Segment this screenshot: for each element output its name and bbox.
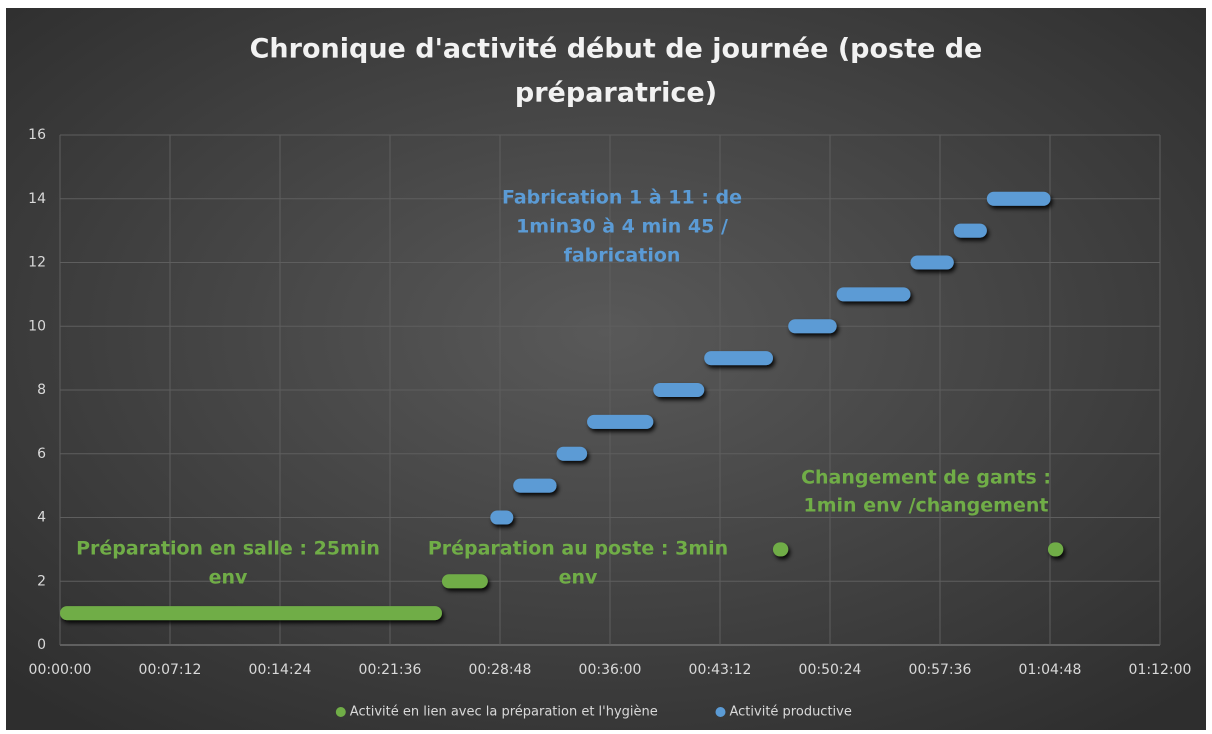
y-tick-label: 14 bbox=[28, 191, 46, 207]
annotation: fabrication bbox=[564, 245, 681, 267]
bar bbox=[1047, 542, 1064, 557]
bar bbox=[788, 319, 837, 334]
annotation: Fabrication 1 à 11 : de bbox=[502, 187, 742, 209]
annotation: 1min env /changement bbox=[804, 495, 1049, 517]
chart-title: préparatrice) bbox=[515, 78, 717, 109]
background bbox=[6, 8, 1206, 730]
y-tick-label: 8 bbox=[37, 382, 46, 398]
bar bbox=[653, 383, 705, 397]
bar bbox=[704, 351, 773, 366]
x-tick-label: 00:28:48 bbox=[469, 662, 532, 678]
x-tick-label: 00:36:00 bbox=[579, 662, 642, 678]
x-tick-label: 00:43:12 bbox=[689, 662, 752, 678]
chart-title: Chronique d'activité début de journée (p… bbox=[250, 34, 983, 65]
bar bbox=[910, 255, 954, 270]
bar bbox=[587, 414, 654, 429]
bar bbox=[556, 446, 588, 461]
y-tick-label: 4 bbox=[37, 510, 46, 526]
x-tick-label: 00:00:00 bbox=[29, 662, 92, 678]
y-tick-label: 12 bbox=[28, 255, 46, 271]
x-tick-label: 00:14:24 bbox=[249, 662, 312, 678]
y-tick-label: 0 bbox=[37, 637, 46, 653]
x-tick-label: 00:57:36 bbox=[909, 662, 972, 678]
x-tick-label: 00:21:36 bbox=[359, 662, 422, 678]
annotation: Préparation en salle : 25min bbox=[76, 538, 380, 560]
bar bbox=[836, 287, 911, 302]
legend-label: Activité en lien avec la préparation et … bbox=[350, 705, 658, 720]
annotation: 1min30 à 4 min 45 / bbox=[516, 216, 728, 238]
legend-label: Activité productive bbox=[730, 705, 852, 720]
y-tick-label: 2 bbox=[37, 573, 46, 589]
annotation: Préparation au poste : 3min bbox=[428, 538, 728, 560]
y-tick-label: 10 bbox=[28, 318, 46, 334]
annotation: env bbox=[209, 567, 248, 589]
bar bbox=[772, 542, 789, 557]
x-tick-label: 01:12:00 bbox=[1129, 662, 1192, 678]
y-tick-label: 16 bbox=[28, 127, 46, 143]
bar bbox=[953, 223, 987, 238]
legend-marker bbox=[335, 707, 346, 717]
bar bbox=[441, 574, 488, 589]
legend-marker bbox=[715, 707, 726, 717]
annotation: Changement de gants : bbox=[801, 467, 1051, 489]
bar bbox=[490, 510, 514, 525]
x-tick-label: 01:04:48 bbox=[1019, 662, 1082, 678]
y-tick-label: 6 bbox=[37, 446, 46, 462]
annotation: env bbox=[559, 567, 598, 589]
x-tick-label: 00:50:24 bbox=[799, 662, 862, 678]
bars bbox=[60, 191, 1064, 621]
bar bbox=[513, 478, 557, 493]
bar bbox=[986, 191, 1051, 206]
x-tick-label: 00:07:12 bbox=[139, 662, 202, 678]
bar bbox=[60, 606, 442, 621]
